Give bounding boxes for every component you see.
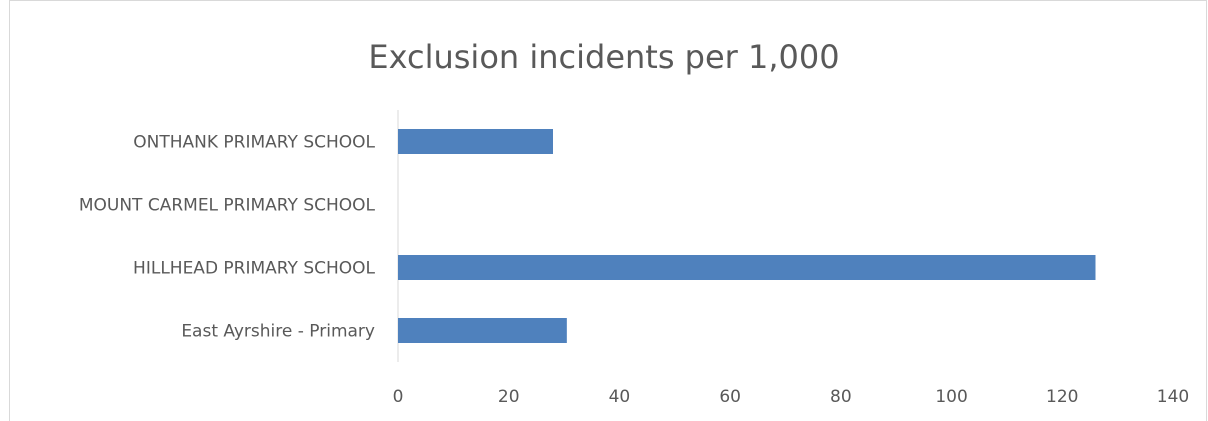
chart-frame (9, 0, 1207, 421)
x-tick-label-6: 120 (1046, 387, 1078, 407)
x-tick-label-3: 60 (719, 387, 741, 407)
bar-2 (398, 255, 1096, 280)
x-tick-label-4: 80 (830, 387, 852, 407)
x-tick-labels: 0 20 40 60 80 100 120 140 (393, 387, 1190, 407)
x-tick-label-1: 20 (498, 387, 520, 407)
bar-0 (398, 129, 553, 154)
chart-title: Exclusion incidents per 1,000 (368, 38, 840, 76)
x-tick-label-7: 140 (1157, 387, 1189, 407)
category-labels: ONTHANK PRIMARY SCHOOL MOUNT CARMEL PRIMA… (79, 133, 376, 342)
bar-3 (398, 318, 567, 343)
x-tick-label-0: 0 (393, 387, 404, 407)
category-label-0: ONTHANK PRIMARY SCHOOL (133, 133, 375, 153)
x-tick-label-2: 40 (609, 387, 631, 407)
category-label-1: MOUNT CARMEL PRIMARY SCHOOL (79, 196, 376, 216)
category-label-3: East Ayrshire - Primary (181, 322, 375, 342)
category-label-2: HILLHEAD PRIMARY SCHOOL (133, 259, 375, 279)
x-tick-label-5: 100 (935, 387, 967, 407)
bars-group (398, 129, 1096, 343)
